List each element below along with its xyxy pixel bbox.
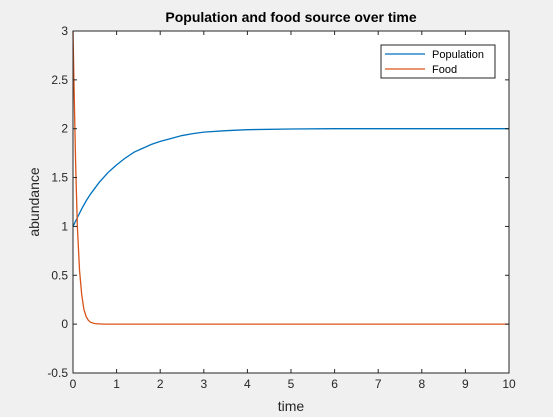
x-tick-label: 3 [200, 377, 207, 391]
legend-box [380, 44, 496, 79]
y-tick-label: 2 [61, 122, 68, 136]
series-layer [72, 30, 509, 325]
x-axis-label: time [278, 398, 305, 414]
x-tick-label: 1 [113, 377, 120, 391]
x-tick-label: 0 [70, 377, 77, 391]
x-tick-label: 9 [462, 377, 469, 391]
legend: Population Food [380, 44, 496, 79]
legend-label-population: Population [432, 49, 484, 61]
series-line-population [72, 128, 509, 227]
y-axis-label: abundance [26, 167, 42, 237]
y-tick-label: 0 [61, 317, 68, 331]
plot-area [73, 31, 509, 373]
x-tick-label: 8 [418, 377, 425, 391]
ticks-layer: 0 1 2 3 4 5 6 7 8 9 10-0.500.511.522.53 [47, 24, 516, 391]
y-tick-label: 1 [61, 219, 68, 233]
x-tick-label: 6 [331, 377, 338, 391]
y-tick-label: 3 [61, 24, 68, 38]
x-tick-label: 4 [244, 377, 251, 391]
x-tick-label: 7 [375, 377, 382, 391]
y-tick-label: 1.5 [51, 171, 68, 185]
y-tick-label: 0.5 [51, 268, 68, 282]
series-line-food [72, 30, 509, 325]
x-tick-label: 10 [502, 377, 516, 391]
y-tick-label: -0.5 [47, 366, 68, 380]
x-tick-label: 2 [157, 377, 164, 391]
y-tick-label: 2.5 [51, 73, 68, 87]
legend-label-food: Food [432, 64, 457, 76]
x-tick-label: 5 [288, 377, 295, 391]
chart-title: Population and food source over time [165, 9, 416, 25]
